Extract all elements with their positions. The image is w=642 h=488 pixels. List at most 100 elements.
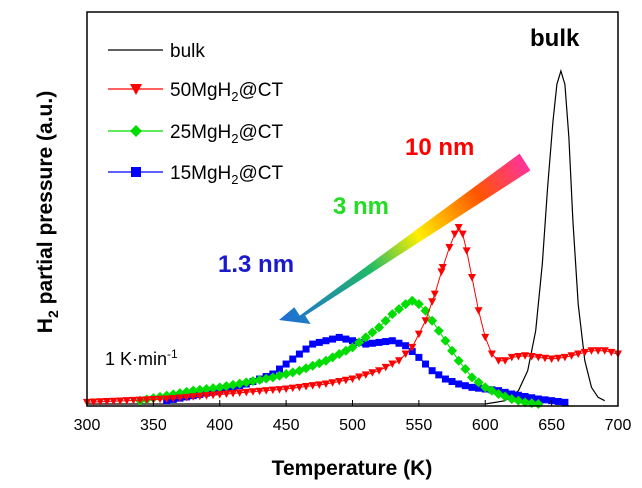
series-point-1	[375, 367, 384, 375]
legend-label-bulk: bulk	[170, 41, 205, 62]
series-point-1	[414, 330, 423, 339]
series-point-2	[234, 378, 245, 389]
series-point-1	[494, 357, 503, 365]
legend-entry-15mgh2: 15MgH2@CT	[108, 163, 283, 187]
series-point-2	[473, 377, 484, 388]
series-point-1	[487, 350, 496, 359]
series-point-1	[554, 354, 563, 363]
series-point-2	[354, 337, 365, 348]
series-point-1	[268, 386, 277, 395]
series-point-2	[347, 342, 358, 353]
series-point-3	[368, 339, 376, 347]
series-point-3	[282, 360, 290, 368]
series-point-2	[261, 373, 272, 384]
annotation-3nm: 3 nm	[333, 193, 389, 220]
series-point-2	[360, 332, 371, 343]
series-point-1	[142, 396, 151, 404]
series-point-1	[275, 386, 284, 394]
series-point-3	[561, 398, 569, 406]
series-point-2	[241, 377, 252, 388]
series-point-1	[102, 398, 111, 406]
series-point-1	[321, 380, 330, 389]
series-point-1	[315, 381, 324, 389]
x-tick-label: 450	[273, 417, 300, 434]
series-point-3	[375, 338, 383, 346]
x-tick-label: 500	[339, 417, 366, 434]
series-point-1	[594, 347, 603, 355]
series-point-1	[580, 348, 589, 357]
series-point-2	[393, 304, 404, 315]
series-point-1	[355, 373, 364, 381]
series-point-1	[560, 353, 569, 362]
series-point-3	[428, 367, 436, 375]
series-point-3	[475, 384, 483, 392]
series-point-1	[222, 390, 231, 399]
series-point-2	[466, 372, 477, 383]
series-point-2	[413, 299, 424, 310]
annotation-1-3nm: 1.3 nm	[218, 251, 294, 278]
series-point-3	[315, 338, 323, 346]
series-point-1	[248, 388, 257, 396]
series-point-2	[221, 381, 232, 392]
series-point-1	[462, 247, 471, 255]
series-point-3	[435, 371, 443, 379]
series-point-1	[308, 382, 317, 390]
series-point-3	[408, 348, 416, 356]
series-point-2	[367, 327, 378, 338]
series-point-1	[527, 353, 536, 361]
series-point-1	[401, 350, 410, 359]
size-trend-arrow-icon	[279, 153, 531, 324]
legend-entry-50mgh2: 50MgH2@CT	[108, 80, 283, 104]
series-point-1	[450, 230, 459, 239]
series-point-1	[109, 397, 118, 406]
series-point-1	[282, 385, 291, 394]
series-point-2	[433, 325, 444, 336]
x-tick-label: 700	[605, 417, 632, 434]
series-point-2	[453, 355, 464, 366]
series-point-1	[501, 357, 510, 365]
series-point-1	[136, 396, 145, 405]
annotation-10nm: 10 nm	[405, 134, 474, 161]
series-point-3	[349, 337, 356, 345]
series-point-1	[381, 363, 390, 372]
series-point-1	[156, 395, 165, 404]
series-point-3	[441, 375, 449, 383]
series-point-1	[288, 384, 297, 393]
series-point-2	[447, 345, 458, 356]
series-point-1	[534, 353, 543, 362]
series-point-1	[600, 347, 609, 355]
legend: bulk 50MgH2@CT 25MgH2@CT 15MgH2@CT	[108, 41, 283, 187]
series-point-3	[455, 380, 463, 388]
series-point-2	[228, 379, 239, 390]
series-point-1	[445, 243, 454, 252]
series-point-3	[388, 337, 396, 345]
series-point-1	[195, 392, 204, 401]
heating-rate-label: 1 K·min-1	[105, 347, 178, 369]
x-tick-label: 650	[538, 417, 565, 434]
series-point-3	[309, 340, 317, 348]
y-axis-title: H2 partial pressure (a.u.)	[34, 91, 61, 333]
series-point-2	[520, 397, 531, 408]
series-point-1	[335, 378, 344, 386]
series-point-2	[374, 322, 385, 333]
series-point-1	[454, 224, 463, 232]
series-point-1	[182, 393, 191, 402]
series-point-3	[302, 345, 310, 353]
series-point-1	[567, 352, 576, 360]
series-point-3	[528, 394, 536, 402]
series-point-2	[387, 309, 398, 320]
series-point-1	[437, 268, 446, 276]
series-point-1	[215, 391, 224, 399]
series-point-1	[467, 273, 476, 282]
series-point-3	[448, 378, 456, 386]
x-tick-label: 300	[74, 417, 101, 434]
series-point-2	[380, 315, 391, 326]
series-point-1	[189, 393, 198, 401]
legend-entry-25mgh2: 25MgH2@CT	[108, 122, 283, 146]
series-point-1	[162, 395, 171, 404]
series-point-1	[255, 387, 264, 396]
series-point-1	[408, 343, 417, 352]
series-point-2	[208, 383, 219, 394]
series-point-1	[540, 354, 549, 363]
